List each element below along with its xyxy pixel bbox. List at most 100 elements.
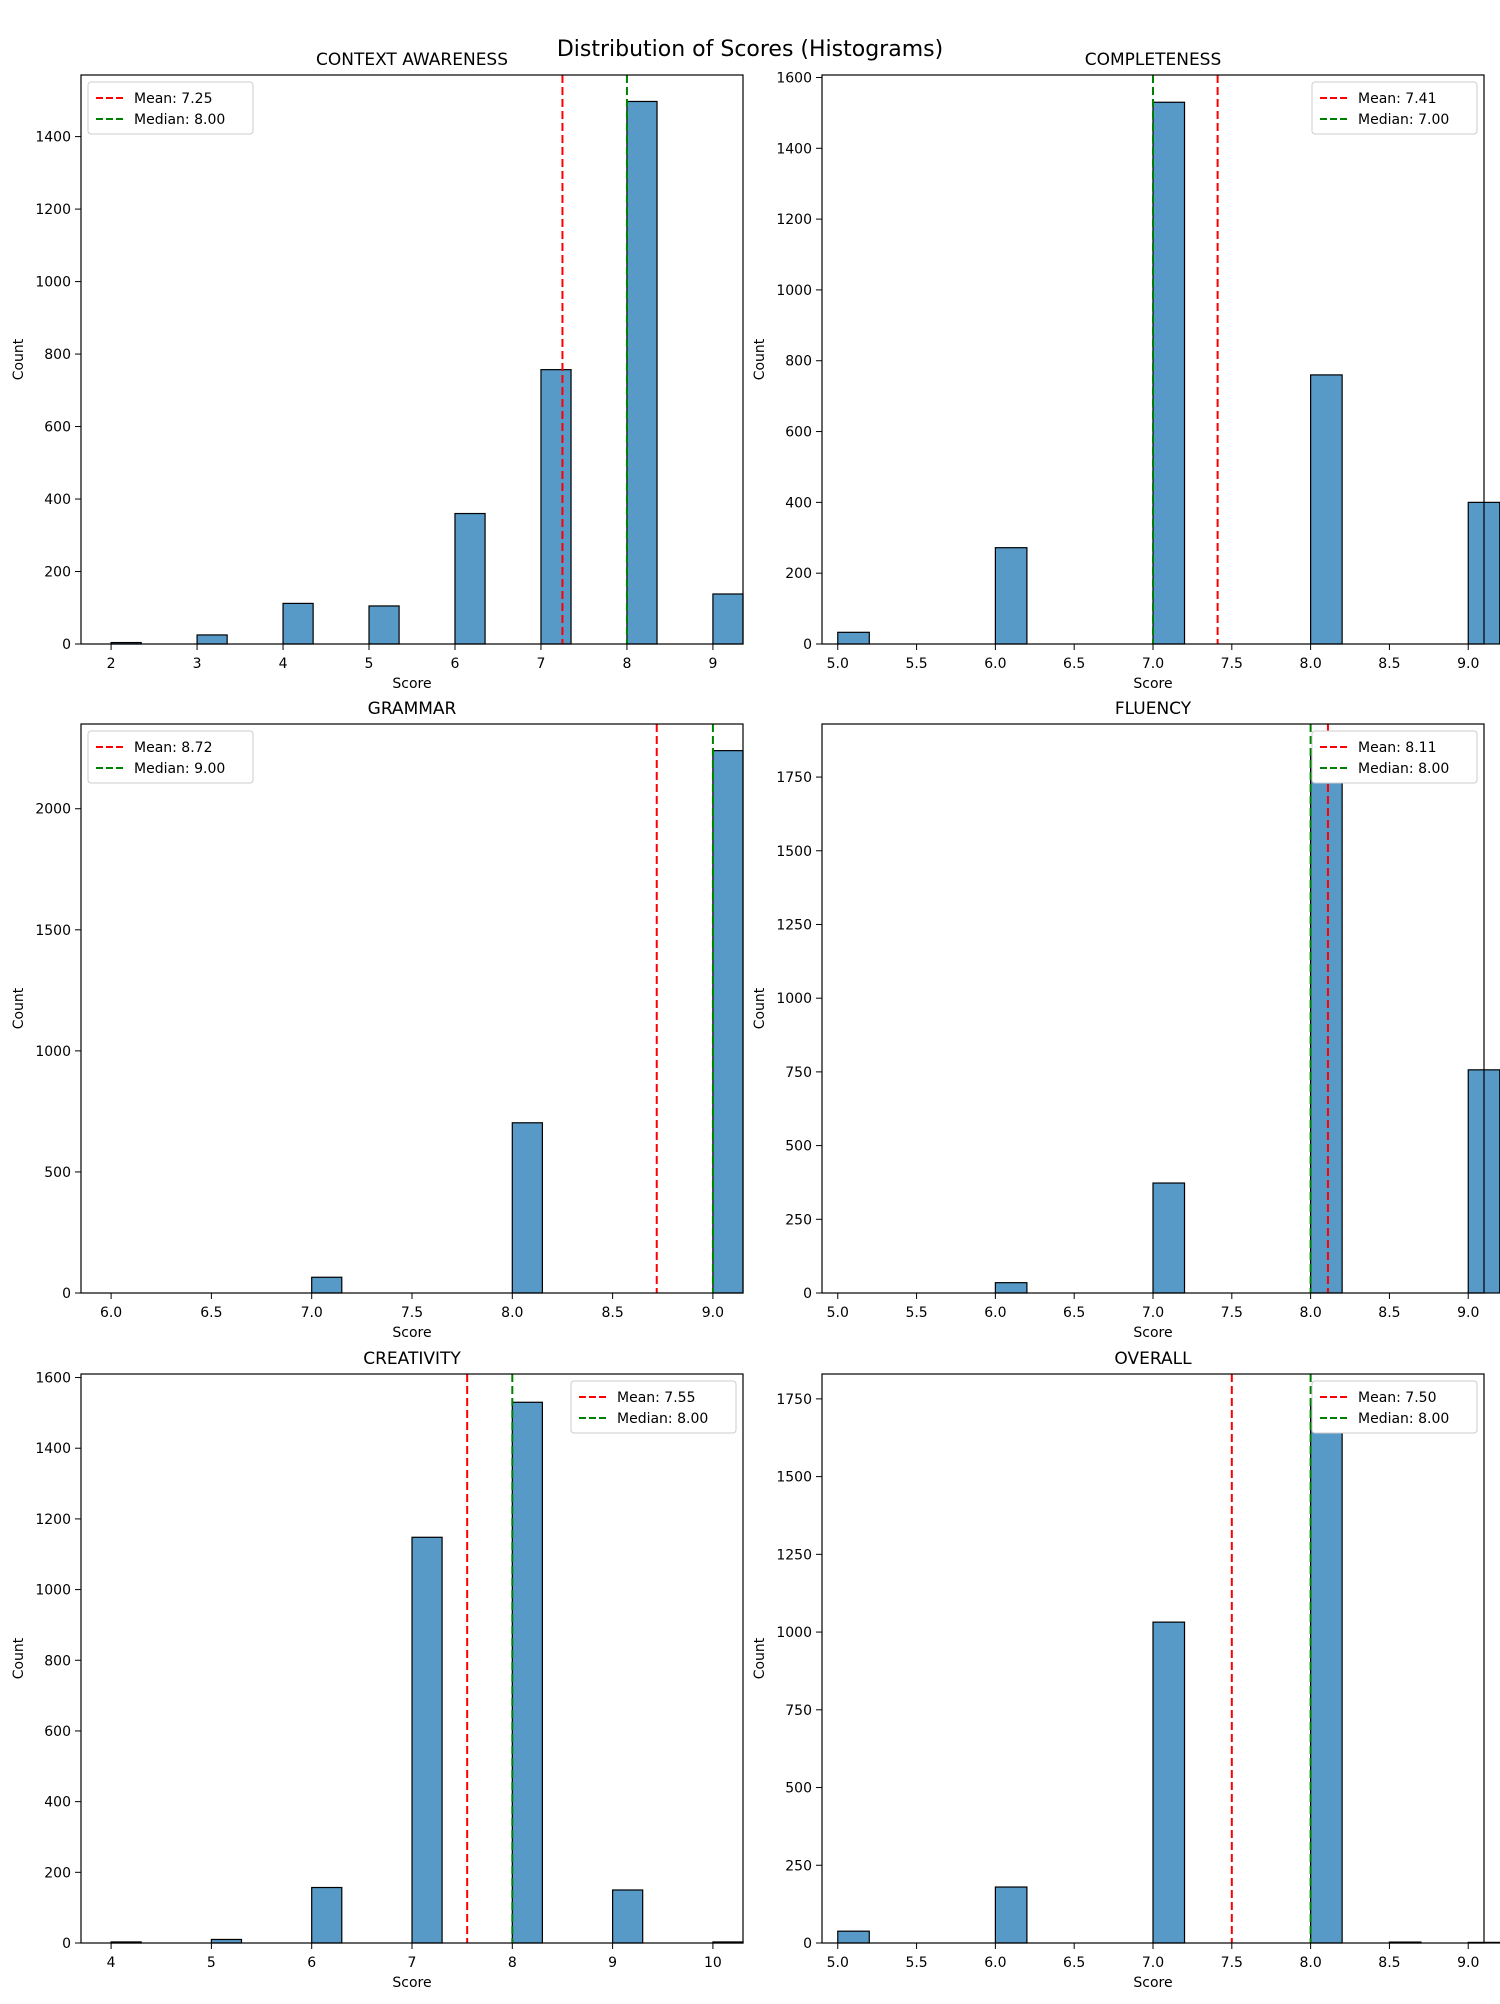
x-tick-label: 8 [622, 656, 631, 672]
x-tick-label: 9.0 [702, 1305, 724, 1321]
histogram-bar [196, 634, 228, 645]
legend: Mean: 7.25 Median: 8.00 [87, 81, 254, 135]
x-tick-label: 9 [708, 656, 717, 672]
y-tick-label: 1000 [35, 1583, 71, 1599]
x-tick-label: 8.0 [1299, 656, 1321, 672]
y-axis-label: Count [11, 338, 27, 380]
chart-panel: 5.0 5.5 6.0 6.5 7.0 7.5 8.0 8.5 9.0 0 200 400 600 800… [752, 50, 1500, 692]
y-tick-label: 800 [785, 354, 812, 370]
x-tick-label: 7.0 [1142, 1955, 1164, 1971]
legend-box [570, 1380, 737, 1434]
legend-box [87, 81, 254, 135]
chart-title: GRAMMAR [368, 699, 457, 719]
histogram-bar [1152, 1182, 1186, 1294]
histogram-bar [1310, 374, 1343, 645]
y-tick-label: 600 [44, 420, 71, 436]
legend-median-label: Median: 8.00 [134, 112, 225, 128]
y-tick-label: 500 [44, 1165, 71, 1181]
legend-mean-label: Mean: 7.50 [1358, 1390, 1436, 1406]
y-tick-label: 800 [44, 1653, 71, 1669]
y-tick-label: 600 [44, 1724, 71, 1740]
y-tick-label: 1500 [35, 923, 71, 939]
histogram-bar [511, 1122, 543, 1294]
histogram-bar [1310, 1398, 1343, 1944]
histogram-bar [994, 1282, 1028, 1294]
x-tick-label: 8.0 [1299, 1955, 1321, 1971]
histogram-bar [311, 1276, 343, 1294]
histogram-bar [311, 1886, 343, 1944]
x-tick-label: 9 [608, 1955, 617, 1971]
y-tick-label: 750 [785, 1703, 812, 1719]
x-tick-label: 9.0 [1457, 656, 1479, 672]
x-tick-label: 7.5 [1221, 1305, 1243, 1321]
legend-median-label: Median: 8.00 [1358, 761, 1449, 777]
histogram-bar [612, 1889, 644, 1944]
x-tick-label: 5 [207, 1955, 216, 1971]
x-tick-label: 8 [508, 1955, 517, 1971]
x-axis-label: Score [1133, 1325, 1172, 1341]
legend-mean-label: Mean: 8.72 [134, 740, 212, 756]
y-tick-label: 1000 [776, 283, 812, 299]
legend-median-label: Median: 8.00 [1358, 1411, 1449, 1427]
y-tick-label: 200 [44, 1865, 71, 1881]
histogram-bar [837, 1930, 870, 1944]
y-tick-label: 0 [803, 637, 812, 653]
y-axis-label: Count [11, 987, 27, 1029]
x-tick-label: 5.0 [827, 1955, 849, 1971]
x-tick-label: 8.5 [1378, 656, 1400, 672]
y-tick-label: 0 [62, 1286, 71, 1302]
legend: Mean: 8.11 Median: 8.00 [1311, 730, 1478, 784]
legend-mean-label: Mean: 7.41 [1358, 91, 1436, 107]
y-tick-label: 500 [785, 1781, 812, 1797]
x-tick-label: 6.0 [984, 1305, 1006, 1321]
chart-panel: 2 3 4 5 6 7 8 9 0 200 400 600 800 1000 1200 1400 CONTEXT… [11, 50, 744, 692]
legend-mean-label: Mean: 7.55 [617, 1390, 695, 1406]
x-tick-label: 4 [279, 656, 288, 672]
histogram-bar [1310, 750, 1343, 1294]
x-tick-label: 5.0 [827, 1305, 849, 1321]
y-tick-label: 400 [44, 492, 71, 508]
y-tick-label: 800 [44, 347, 71, 363]
legend-box [87, 730, 254, 784]
y-tick-label: 1400 [776, 141, 812, 157]
histogram-bar [626, 100, 658, 645]
chart-title: CONTEXT AWARENESS [316, 50, 508, 70]
chart-panel: 4 5 6 7 8 9 10 0 200 400 600 800 1000 1200 1400 1600 CRE… [11, 1349, 744, 1991]
x-tick-label: 8.0 [1299, 1305, 1321, 1321]
histogram-bar [368, 605, 400, 645]
x-tick-label: 7 [537, 656, 546, 672]
y-tick-label: 200 [44, 565, 71, 581]
y-tick-label: 1750 [776, 1392, 812, 1408]
x-tick-label: 8.0 [501, 1305, 523, 1321]
histogram-bar [994, 1886, 1028, 1944]
x-tick-label: 5 [365, 656, 374, 672]
x-axis-label: Score [392, 676, 431, 692]
y-axis-label: Count [752, 1637, 768, 1679]
axes-frame [80, 74, 744, 645]
chart-panel: 5.0 5.5 6.0 6.5 7.0 7.5 8.0 8.5 9.0 0 250 500 750 100… [752, 1349, 1500, 1991]
x-tick-label: 5.5 [905, 1955, 927, 1971]
y-axis-label: Count [11, 1637, 27, 1679]
y-tick-label: 1200 [776, 212, 812, 228]
y-axis-label: Count [752, 338, 768, 380]
x-tick-label: 6 [307, 1955, 316, 1971]
y-tick-label: 0 [803, 1936, 812, 1952]
y-tick-label: 1200 [35, 202, 71, 218]
y-tick-label: 1200 [35, 1512, 71, 1528]
y-tick-label: 1000 [776, 991, 812, 1007]
x-tick-label: 4 [107, 1955, 116, 1971]
y-tick-label: 1600 [776, 70, 812, 86]
x-axis-label: Score [1133, 1975, 1172, 1991]
x-tick-label: 7.5 [401, 1305, 423, 1321]
legend-mean-label: Mean: 8.11 [1358, 740, 1436, 756]
y-tick-label: 0 [62, 1936, 71, 1952]
y-tick-label: 250 [785, 1858, 812, 1874]
x-tick-label: 5.5 [905, 1305, 927, 1321]
x-tick-label: 8.5 [601, 1305, 623, 1321]
x-axis-label: Score [392, 1325, 431, 1341]
histogram-bar [712, 593, 744, 645]
figure-title: Distribution of Scores (Histograms) [557, 37, 943, 62]
y-axis-label: Count [752, 987, 768, 1029]
